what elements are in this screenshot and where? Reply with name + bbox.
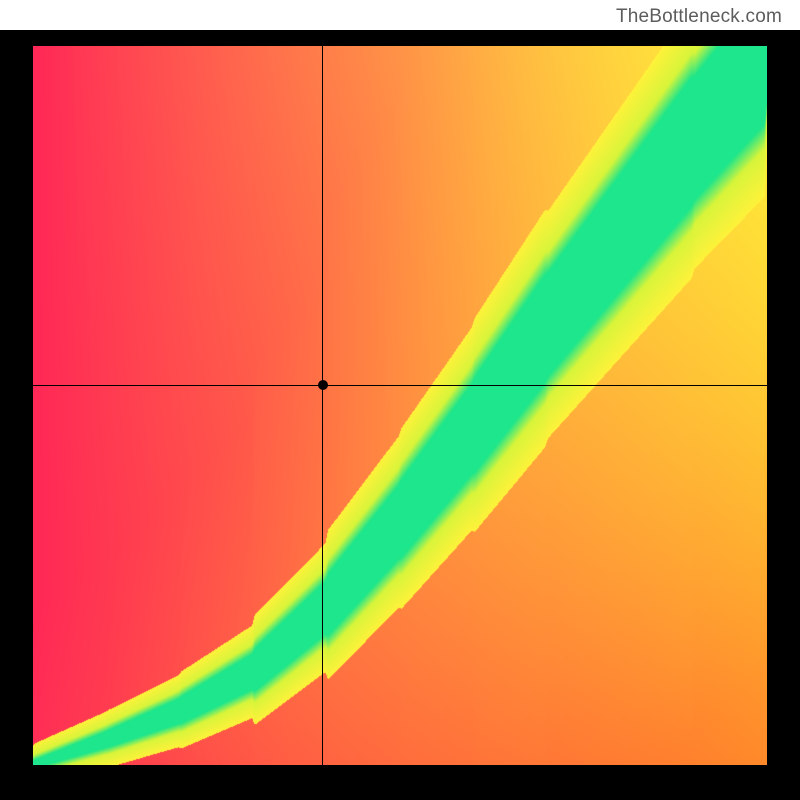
attribution-text: TheBottleneck.com xyxy=(616,6,782,28)
crosshair-vertical xyxy=(322,46,323,765)
bottleneck-heatmap xyxy=(33,46,767,765)
crosshair-horizontal xyxy=(33,385,767,386)
chart-frame xyxy=(0,30,800,800)
